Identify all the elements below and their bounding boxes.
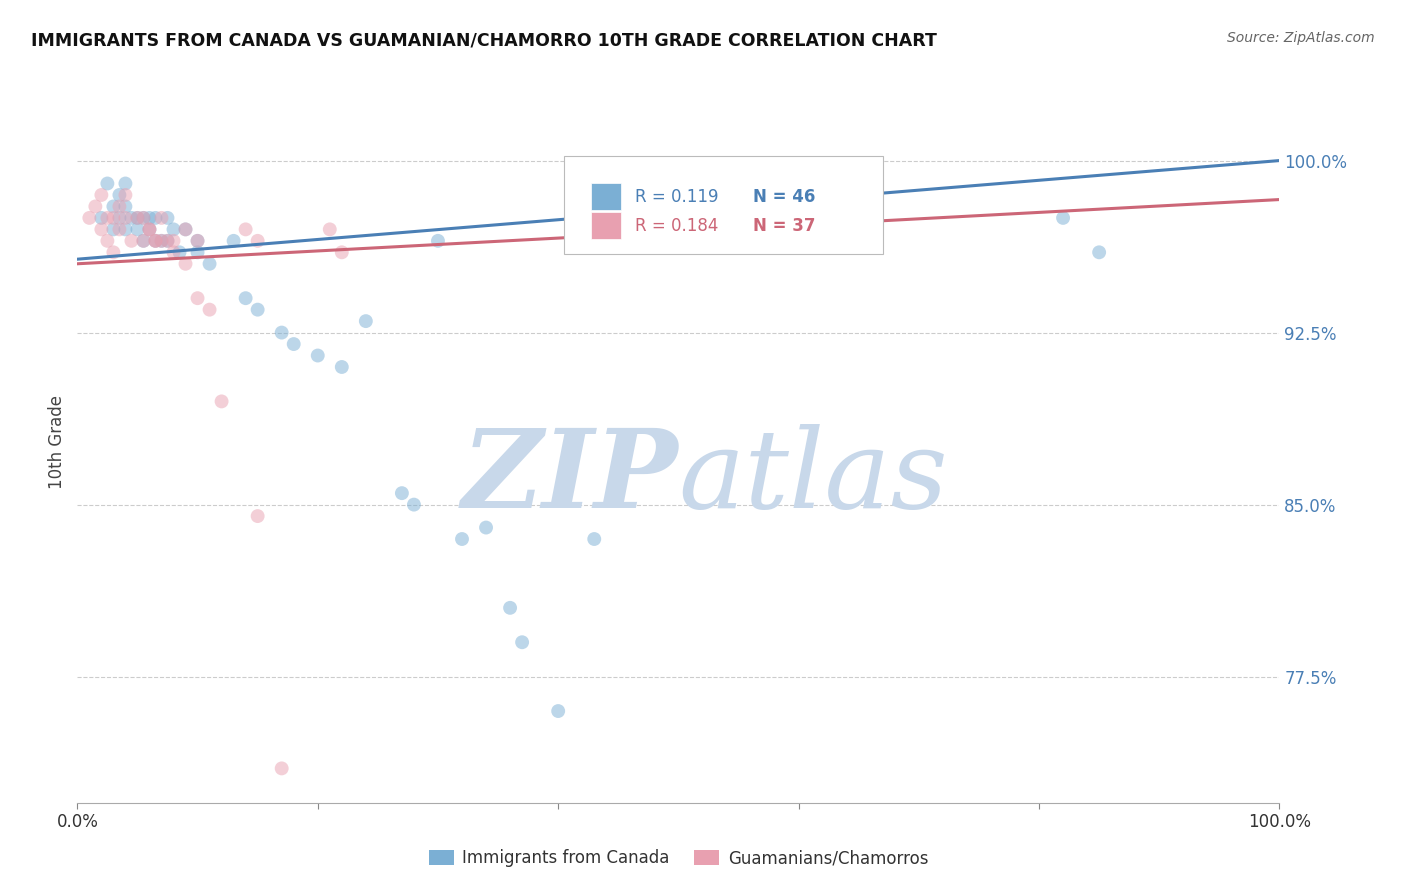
- Point: [108, 222, 131, 236]
- Bar: [591, 183, 620, 211]
- Point: [132, 234, 155, 248]
- Point: [132, 211, 155, 225]
- Point: [127, 211, 149, 225]
- Point: [145, 234, 167, 248]
- Point: [283, 337, 305, 351]
- Point: [319, 222, 342, 236]
- Point: [222, 234, 245, 248]
- Point: [211, 394, 233, 409]
- Point: [1088, 245, 1111, 260]
- Point: [145, 234, 167, 248]
- Point: [162, 234, 184, 248]
- Point: [354, 314, 377, 328]
- Point: [108, 199, 131, 213]
- Point: [103, 211, 125, 225]
- Point: [235, 222, 257, 236]
- Point: [120, 211, 142, 225]
- Point: [79, 211, 101, 225]
- Point: [198, 257, 221, 271]
- Text: atlas: atlas: [679, 424, 948, 532]
- Point: [391, 486, 413, 500]
- Point: [246, 509, 269, 524]
- Point: [499, 600, 522, 615]
- Point: [1052, 211, 1074, 225]
- Point: [96, 177, 118, 191]
- Point: [127, 222, 149, 236]
- Point: [475, 520, 498, 534]
- Point: [150, 234, 173, 248]
- Point: [186, 234, 209, 248]
- Point: [307, 349, 329, 363]
- Point: [162, 245, 184, 260]
- Point: [156, 211, 179, 225]
- Point: [330, 359, 353, 374]
- Point: [330, 245, 353, 260]
- Text: N = 37: N = 37: [754, 217, 815, 235]
- Point: [270, 326, 292, 340]
- Point: [451, 532, 474, 546]
- Y-axis label: 10th Grade: 10th Grade: [48, 394, 66, 489]
- Point: [114, 222, 136, 236]
- Point: [138, 222, 160, 236]
- Point: [156, 234, 179, 248]
- Point: [103, 199, 125, 213]
- Point: [96, 211, 118, 225]
- Point: [402, 498, 425, 512]
- Point: [132, 211, 155, 225]
- Point: [583, 532, 606, 546]
- Point: [138, 211, 160, 225]
- Text: R = 0.184: R = 0.184: [636, 217, 718, 235]
- Point: [138, 222, 160, 236]
- Point: [427, 234, 450, 248]
- Point: [156, 234, 179, 248]
- Point: [90, 222, 112, 236]
- FancyBboxPatch shape: [564, 156, 883, 253]
- Point: [108, 188, 131, 202]
- Point: [84, 199, 107, 213]
- Point: [169, 245, 191, 260]
- Point: [270, 761, 292, 775]
- Point: [186, 291, 209, 305]
- Point: [127, 211, 149, 225]
- Point: [145, 234, 167, 248]
- Point: [103, 245, 125, 260]
- Point: [186, 245, 209, 260]
- Point: [114, 211, 136, 225]
- Point: [114, 199, 136, 213]
- Point: [174, 222, 197, 236]
- Point: [90, 211, 112, 225]
- Point: [96, 234, 118, 248]
- Point: [150, 234, 173, 248]
- Legend: Immigrants from Canada, Guamanians/Chamorros: Immigrants from Canada, Guamanians/Chamo…: [422, 843, 935, 874]
- Point: [103, 222, 125, 236]
- Point: [235, 291, 257, 305]
- Text: Source: ZipAtlas.com: Source: ZipAtlas.com: [1227, 31, 1375, 45]
- Text: N = 46: N = 46: [754, 187, 815, 205]
- Point: [138, 222, 160, 236]
- Text: R = 0.119: R = 0.119: [636, 187, 718, 205]
- Point: [246, 302, 269, 317]
- Point: [198, 302, 221, 317]
- Point: [246, 234, 269, 248]
- Point: [150, 211, 173, 225]
- Point: [162, 222, 184, 236]
- Point: [108, 211, 131, 225]
- Point: [174, 222, 197, 236]
- Text: ZIP: ZIP: [461, 424, 679, 532]
- Point: [186, 234, 209, 248]
- Point: [132, 234, 155, 248]
- Point: [90, 188, 112, 202]
- Point: [510, 635, 533, 649]
- Point: [145, 211, 167, 225]
- Point: [114, 177, 136, 191]
- Point: [174, 257, 197, 271]
- Bar: [591, 212, 620, 239]
- Point: [114, 188, 136, 202]
- Point: [547, 704, 569, 718]
- Point: [120, 234, 142, 248]
- Text: IMMIGRANTS FROM CANADA VS GUAMANIAN/CHAMORRO 10TH GRADE CORRELATION CHART: IMMIGRANTS FROM CANADA VS GUAMANIAN/CHAM…: [31, 31, 936, 49]
